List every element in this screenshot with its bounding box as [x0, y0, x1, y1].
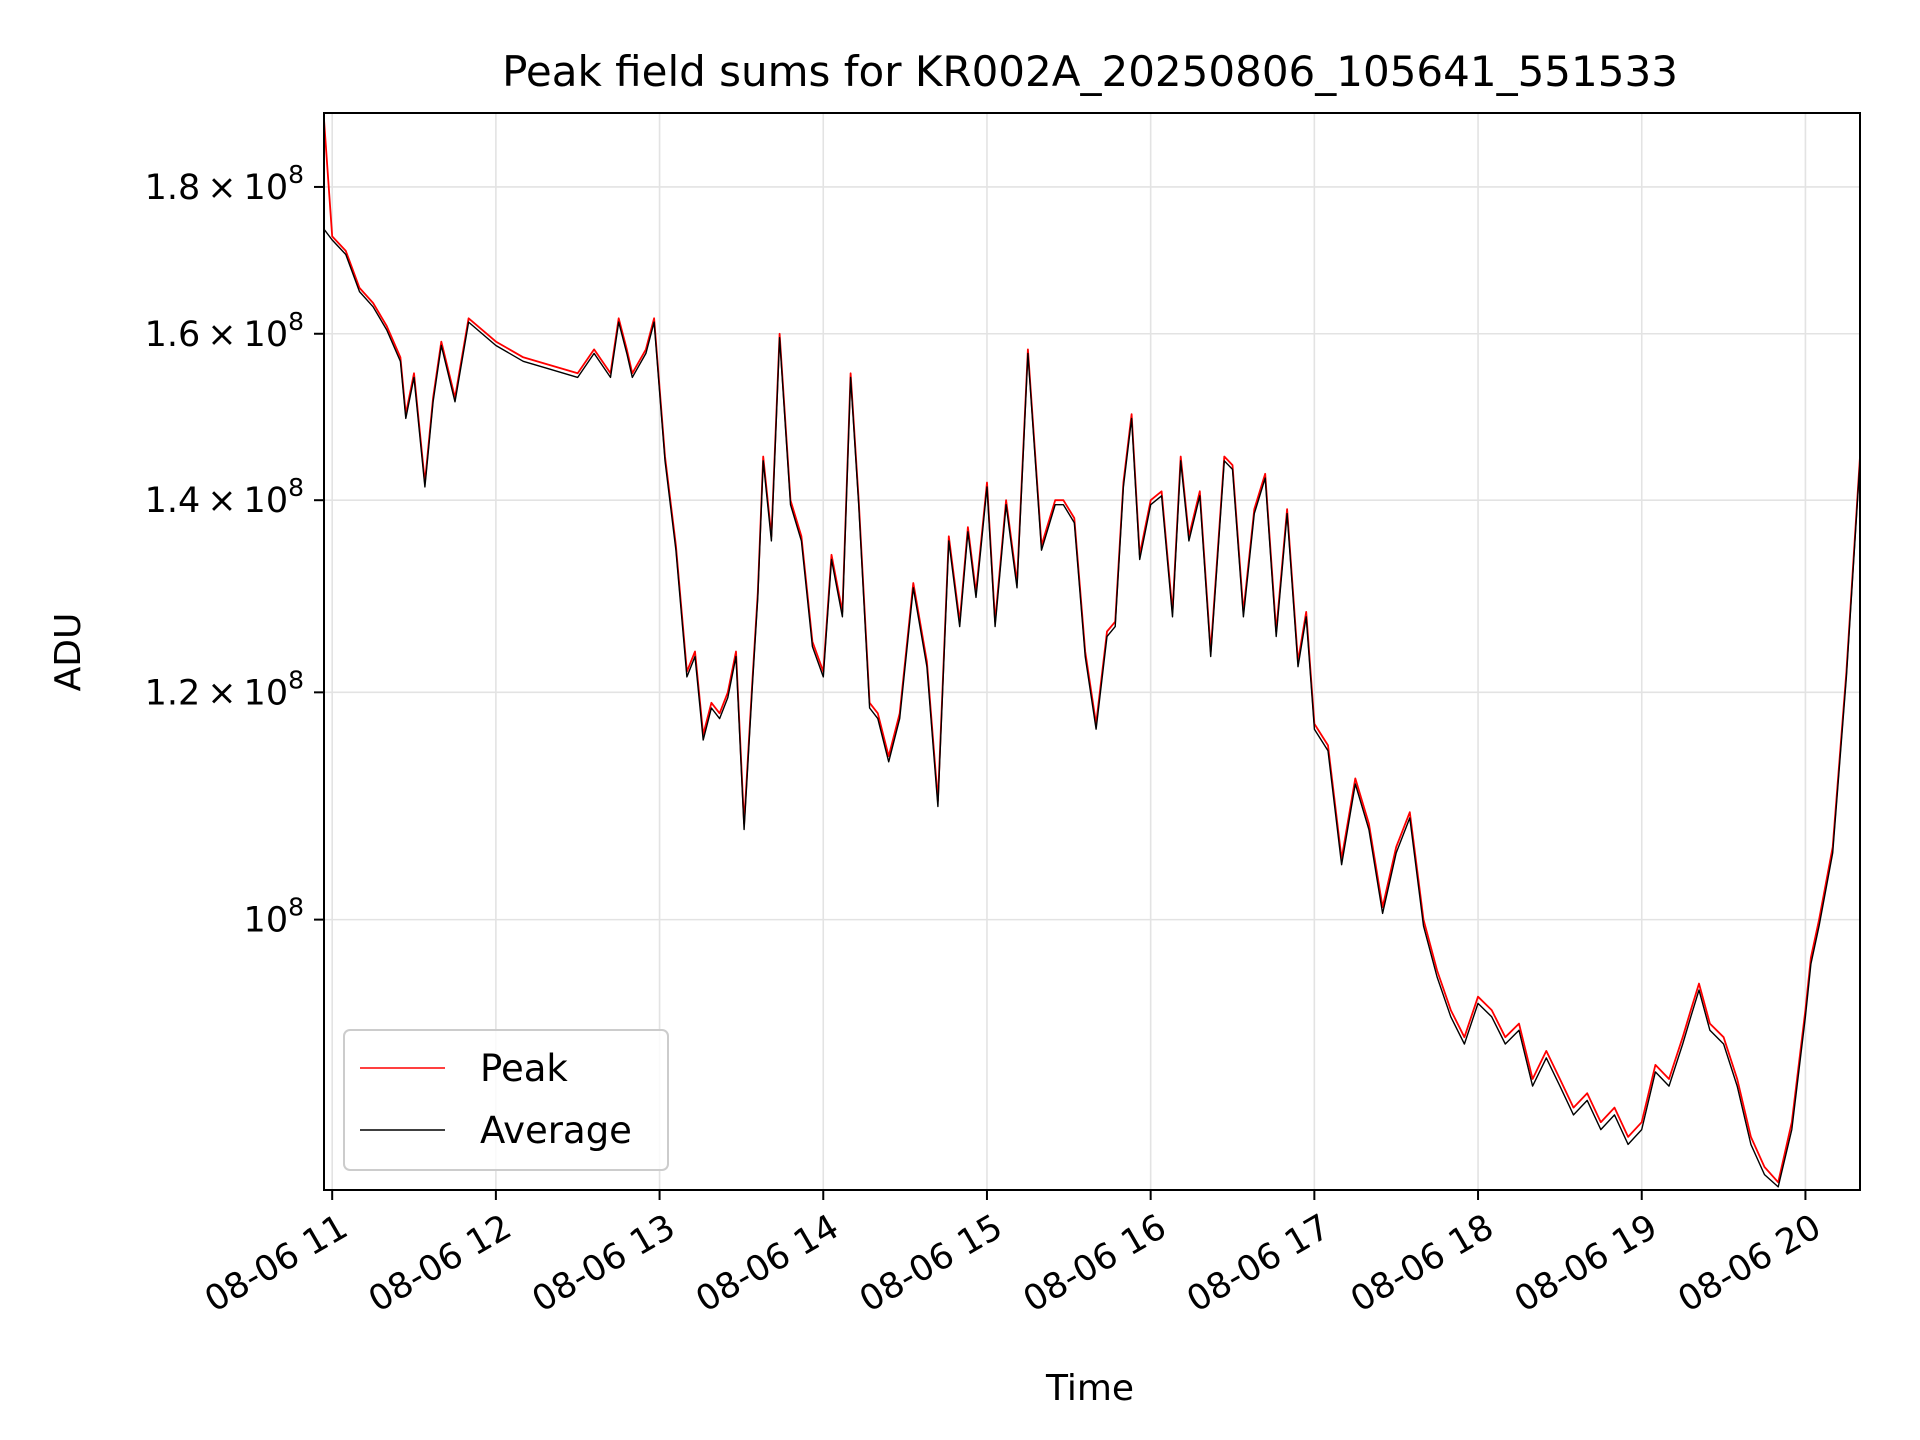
y-axis-label: ADU: [48, 613, 89, 692]
chart-title: Peak field sums for KR002A_20250806_1056…: [502, 47, 1678, 96]
legend-box: [343, 1029, 669, 1171]
y-axis-ticks: 108 1.2 × 108 1.4 × 108 1.6 × 108 1.8 × 108: [145, 160, 324, 941]
plot-area-frame: [323, 112, 1861, 1191]
y-tick-label: 1.2 × 108: [145, 665, 304, 713]
legend-label-peak: Peak: [480, 1047, 568, 1090]
legend-label-average: Average: [480, 1109, 632, 1152]
y-tick-label: 108: [244, 893, 304, 941]
legend: Peak Average: [343, 1029, 669, 1171]
x-axis-label: Time: [1045, 1368, 1134, 1409]
series-line-average: [324, 228, 1860, 1188]
y-tick-label: 1.8 × 108: [145, 160, 304, 208]
y-tick-label: 1.4 × 108: [145, 473, 304, 521]
series-lines: [324, 119, 1860, 1188]
y-tick-label: 1.6 × 108: [145, 307, 304, 355]
series-line-peak: [324, 119, 1860, 1184]
